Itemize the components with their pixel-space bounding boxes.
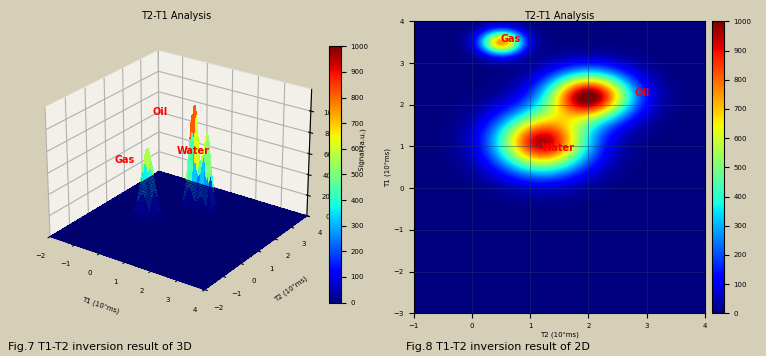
- X-axis label: T2 (10ˣms): T2 (10ˣms): [540, 332, 578, 338]
- Title: T2-T1 Analysis: T2-T1 Analysis: [524, 11, 594, 21]
- X-axis label: T1 (10ˣms): T1 (10ˣms): [81, 296, 120, 315]
- Title: T2-T1 Analysis: T2-T1 Analysis: [141, 11, 211, 21]
- Text: Fig.7 T1-T2 inversion result of 3D: Fig.7 T1-T2 inversion result of 3D: [8, 342, 192, 352]
- Text: Water: Water: [542, 143, 574, 153]
- Text: Oil: Oil: [635, 88, 650, 98]
- Text: Gas: Gas: [501, 34, 521, 44]
- Y-axis label: T1 (10ˣms): T1 (10ˣms): [385, 148, 391, 187]
- Y-axis label: T2 (10ˣms): T2 (10ˣms): [273, 274, 309, 303]
- Text: Fig.8 T1-T2 inversion result of 2D: Fig.8 T1-T2 inversion result of 2D: [406, 342, 590, 352]
